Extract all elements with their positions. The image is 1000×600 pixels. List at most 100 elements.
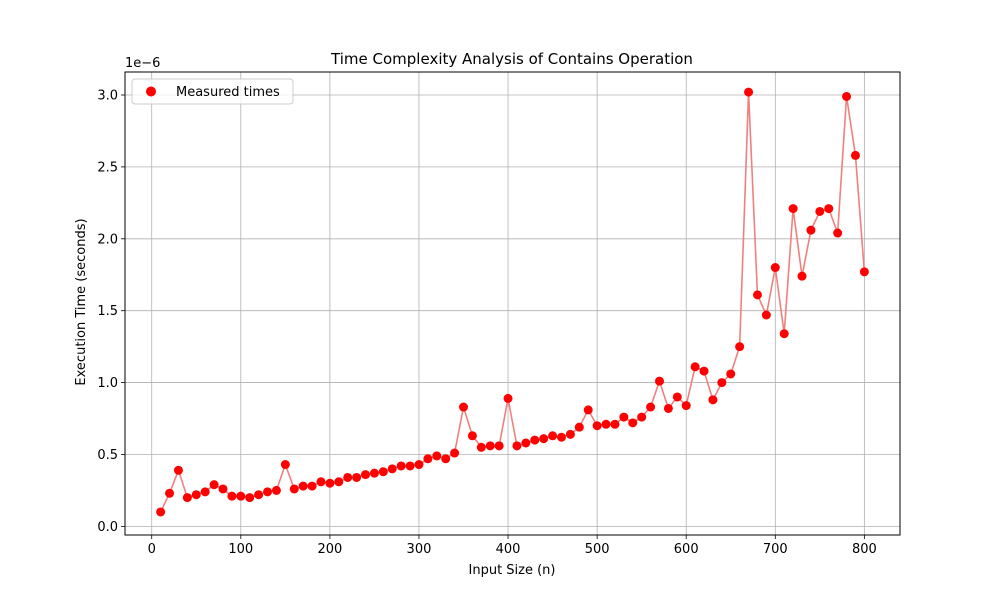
data-point xyxy=(289,484,299,494)
y-axis-ticks: 0.0 0.5 1.0 1.5 2.0 2.5 3.0 xyxy=(97,89,125,535)
data-point xyxy=(316,477,326,487)
x-tick-label: 200 xyxy=(317,542,342,557)
data-point xyxy=(307,481,317,491)
y-tick-label: 1.0 xyxy=(97,376,118,391)
data-point xyxy=(352,472,362,482)
legend: Measured times xyxy=(131,78,294,105)
data-point xyxy=(361,470,371,480)
data-point xyxy=(387,464,397,474)
data-point xyxy=(735,342,745,352)
data-point xyxy=(369,468,379,478)
data-point xyxy=(806,225,816,235)
data-point xyxy=(726,369,736,379)
data-point xyxy=(512,441,522,451)
data-point xyxy=(663,403,673,413)
y-tick-label: 1.5 xyxy=(97,304,118,319)
plot-frame xyxy=(124,71,901,536)
data-point xyxy=(209,480,219,490)
data-point xyxy=(521,438,531,448)
data-point xyxy=(548,431,558,441)
data-point xyxy=(574,422,584,432)
data-point xyxy=(156,507,166,517)
x-tick-label: 100 xyxy=(228,542,253,557)
data-point xyxy=(378,467,388,477)
grid xyxy=(125,72,900,535)
data-point xyxy=(245,493,255,503)
x-tick-label: 500 xyxy=(585,542,610,557)
data-point xyxy=(628,418,638,428)
data-point xyxy=(405,461,415,471)
data-point xyxy=(191,490,201,500)
data-point xyxy=(646,402,656,412)
data-point xyxy=(770,263,780,273)
data-point xyxy=(254,490,264,500)
data-point xyxy=(815,206,825,216)
data-point xyxy=(752,290,762,300)
chart-title: Time Complexity Analysis of Contains Ope… xyxy=(330,50,693,68)
legend-label: Measured times xyxy=(176,85,280,100)
legend-box xyxy=(131,78,294,105)
data-point xyxy=(173,465,183,475)
x-axis-label: Input Size (n) xyxy=(469,563,556,578)
data-point xyxy=(583,405,593,415)
data-point xyxy=(681,401,691,411)
x-tick-label: 800 xyxy=(852,542,877,557)
y-axis-offset-label: 1e−6 xyxy=(125,56,160,71)
data-point xyxy=(271,485,281,495)
data-point xyxy=(717,378,727,388)
data-point xyxy=(450,448,460,458)
data-point xyxy=(565,429,575,439)
data-point xyxy=(842,91,852,101)
data-point xyxy=(414,460,424,470)
data-point xyxy=(432,451,442,461)
data-point xyxy=(476,442,486,452)
data-point xyxy=(592,421,602,431)
data-point xyxy=(824,204,834,214)
data-point xyxy=(619,412,629,422)
y-tick-label: 2.5 xyxy=(97,160,118,175)
data-point xyxy=(850,150,860,160)
data-point xyxy=(672,392,682,402)
series-measured-times xyxy=(156,87,869,517)
data-point xyxy=(859,267,869,277)
data-point xyxy=(467,431,477,441)
data-point xyxy=(637,412,647,422)
x-tick-label: 300 xyxy=(407,542,432,557)
data-point xyxy=(325,478,335,488)
data-point xyxy=(744,87,754,97)
data-point xyxy=(539,434,549,444)
data-point xyxy=(556,432,566,442)
data-point xyxy=(334,477,344,487)
x-tick-label: 600 xyxy=(674,542,699,557)
data-point xyxy=(343,472,353,482)
y-tick-label: 0.0 xyxy=(97,520,118,535)
data-point xyxy=(797,271,807,281)
data-point xyxy=(236,491,246,501)
data-point xyxy=(227,491,237,501)
data-point xyxy=(708,395,718,405)
y-tick-label: 0.5 xyxy=(97,448,118,463)
data-point xyxy=(263,487,273,497)
data-point xyxy=(761,310,771,320)
data-point xyxy=(396,461,406,471)
data-point xyxy=(280,460,290,470)
y-tick-label: 3.0 xyxy=(97,89,118,104)
data-point xyxy=(298,481,308,491)
data-point xyxy=(779,329,789,339)
y-axis-label: Execution Time (seconds) xyxy=(74,218,89,385)
data-point xyxy=(459,402,469,412)
x-tick-label: 0 xyxy=(148,542,156,557)
series-line xyxy=(159,92,866,513)
data-point xyxy=(530,435,540,445)
data-point xyxy=(699,366,709,376)
data-point xyxy=(654,376,664,386)
x-tick-label: 400 xyxy=(496,542,521,557)
data-point xyxy=(200,487,210,497)
x-axis-ticks: 0 100 200 300 400 500 600 700 800 xyxy=(148,535,877,557)
data-point xyxy=(441,454,451,464)
data-point xyxy=(601,419,611,429)
data-point xyxy=(494,441,504,451)
data-point xyxy=(485,441,495,451)
data-point xyxy=(218,484,228,494)
